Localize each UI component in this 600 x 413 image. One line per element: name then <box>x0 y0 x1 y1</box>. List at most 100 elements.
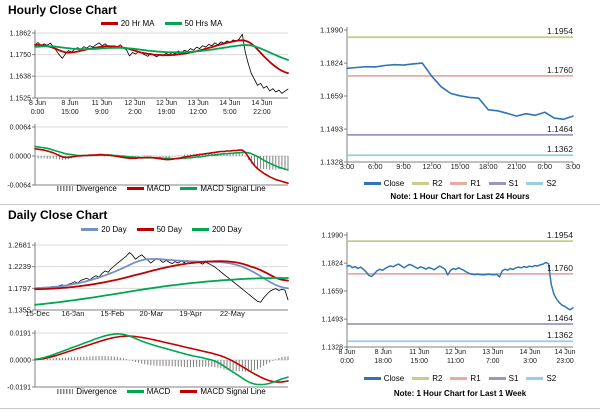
svg-text:14 Jun: 14 Jun <box>520 349 541 356</box>
legend-label: S2 <box>546 179 557 188</box>
line-swatch <box>526 377 544 380</box>
svg-text:1.1990: 1.1990 <box>320 26 343 35</box>
legend-label: 50 Hrs MA <box>184 19 223 28</box>
svg-text:15:00: 15:00 <box>61 109 79 116</box>
hourly_macd-series-macd <box>34 148 289 184</box>
hourly_price-series-50-hrs-ma <box>34 44 289 61</box>
svg-text:5:00: 5:00 <box>223 109 237 116</box>
svg-text:8 Jun: 8 Jun <box>29 100 46 107</box>
svg-text:3:00: 3:00 <box>523 358 537 365</box>
svg-text:0.0000: 0.0000 <box>10 358 32 365</box>
svg-text:18:00: 18:00 <box>479 162 498 171</box>
legend-label: S2 <box>546 374 557 383</box>
svg-text:11 Jun: 11 Jun <box>409 349 430 356</box>
svg-text:8 Jun: 8 Jun <box>61 100 78 107</box>
legend-label: Close <box>383 179 405 188</box>
svg-text:0.0000: 0.0000 <box>10 154 32 161</box>
legend-label: Divergence <box>76 387 117 396</box>
svg-text:11 Jun: 11 Jun <box>92 100 113 107</box>
legend-item-divergence: Divergence <box>57 184 117 193</box>
legend-item-50-day: 50 Day <box>136 225 182 234</box>
section-divider-top <box>0 204 600 205</box>
daily_price-series-200-day <box>34 277 289 306</box>
daily_macd-series-macd <box>34 332 289 386</box>
svg-text:1.1824: 1.1824 <box>322 261 344 268</box>
svg-text:12 Jun: 12 Jun <box>156 100 177 107</box>
svg-text:1.1355: 1.1355 <box>8 306 31 315</box>
svg-text:16-Jan: 16-Jan <box>61 309 84 318</box>
line-swatch <box>412 182 430 185</box>
last24-legend: Close R2 R1 S1 S2 <box>347 179 573 188</box>
svg-text:7:00: 7:00 <box>486 358 500 365</box>
legend-item-s1: S1 <box>488 179 518 188</box>
svg-text:0:00: 0:00 <box>537 162 552 171</box>
legend-item-r2: R2 <box>412 179 442 188</box>
daily-price-legend: 20 Day 50 Day 200 Day <box>35 225 288 234</box>
daily-macd-legend: Divergence MACD MACD Signal Line <box>35 387 288 396</box>
line-swatch <box>126 187 144 190</box>
section-divider-bottom <box>0 408 600 409</box>
svg-text:21:00: 21:00 <box>507 162 526 171</box>
legend-label: MACD Signal Line <box>200 387 266 396</box>
daily-chart-title: Daily Close Chart <box>8 208 108 222</box>
legend-item-divergence: Divergence <box>57 387 117 396</box>
legend-label: MACD <box>146 184 171 193</box>
line-swatch <box>526 182 544 185</box>
svg-text:19-Apr: 19-Apr <box>179 309 202 318</box>
svg-text:12:00: 12:00 <box>189 109 207 116</box>
legend-item-macd-signal-line: MACD Signal Line <box>180 184 266 193</box>
svg-text:18:00: 18:00 <box>374 358 392 365</box>
hourly-price-legend: 20 Hr MA 50 Hrs MA <box>35 19 288 28</box>
svg-text:6:00: 6:00 <box>368 162 383 171</box>
legend-item-macd: MACD <box>126 387 171 396</box>
daily_price-series-50-day <box>34 260 289 291</box>
line-swatch <box>450 182 468 185</box>
svg-text:0.0191: 0.0191 <box>10 331 32 338</box>
line-swatch <box>126 390 144 393</box>
svg-text:1.2681: 1.2681 <box>8 241 31 250</box>
hourly-chart-title: Hourly Close Chart <box>8 3 117 17</box>
legend-label: MACD Signal Line <box>200 184 266 193</box>
hourly_price-series-20-hr-ma <box>34 39 289 74</box>
last24-level-label-s1: 1.1464 <box>547 124 573 134</box>
daily_macd-plot: 0.0191 0.0000 -0.0191 <box>7 330 289 392</box>
svg-text:1.1493: 1.1493 <box>322 317 344 324</box>
svg-text:15:00: 15:00 <box>451 162 470 171</box>
legend-label: R1 <box>470 374 481 383</box>
legend-item-macd-signal-line: MACD Signal Line <box>180 387 266 396</box>
hourly_macd-plot: 0.0064 0.0000 -0.0064 <box>7 124 289 190</box>
svg-text:1.1493: 1.1493 <box>320 125 343 134</box>
legend-label: MACD <box>146 387 171 396</box>
last1w-series-close <box>346 261 574 311</box>
last1w-level-label-s1: 1.1464 <box>547 313 573 323</box>
legend-item-s2: S2 <box>526 374 556 383</box>
line-swatch <box>412 377 430 380</box>
divergence-bars-swatch <box>57 186 74 191</box>
legend-item-s2: S2 <box>526 179 556 188</box>
legend-item-close: Close <box>363 179 405 188</box>
last1w-level-label-r2: 1.1954 <box>547 230 573 240</box>
legend-label: 20 Day <box>101 225 127 234</box>
last1w-level-label-r1: 1.1760 <box>547 263 573 273</box>
legend-label: S1 <box>508 374 519 383</box>
svg-text:11:00: 11:00 <box>447 358 464 365</box>
svg-text:8 Jun: 8 Jun <box>338 349 355 356</box>
legend-label: Close <box>383 374 405 383</box>
legend-label: 200 Day <box>211 225 242 234</box>
line-swatch <box>180 187 198 190</box>
svg-text:1.1750: 1.1750 <box>10 52 32 59</box>
svg-text:12:00: 12:00 <box>422 162 441 171</box>
daily_macd-series-macd-signal-line <box>34 335 289 383</box>
svg-text:1.1525: 1.1525 <box>10 96 32 103</box>
last1w-legend: Close R2 R1 S1 S2 <box>347 374 573 383</box>
legend-item-50-hrs-ma: 50 Hrs MA <box>164 19 223 28</box>
svg-text:15:00: 15:00 <box>411 358 429 365</box>
line-swatch <box>136 228 154 231</box>
legend-label: R2 <box>432 179 443 188</box>
line-swatch <box>363 377 381 380</box>
